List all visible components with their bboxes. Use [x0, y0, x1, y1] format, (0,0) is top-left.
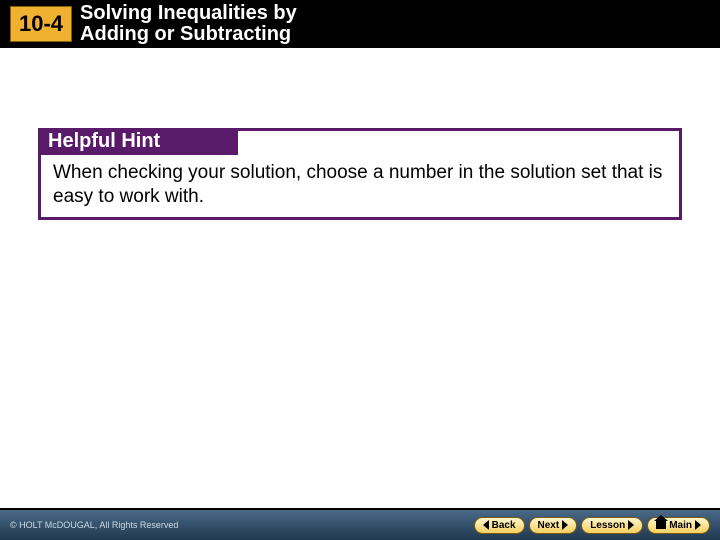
title-line-1: Solving Inequalities by	[80, 2, 297, 24]
home-icon	[656, 521, 666, 529]
footer-bar: © HOLT McDOUGAL, All Rights Reserved Bac…	[0, 508, 720, 540]
back-button-label: Back	[492, 520, 516, 531]
next-button[interactable]: Next	[529, 517, 578, 534]
lesson-button-label: Lesson	[590, 520, 625, 531]
header-bar: 10-4 Solving Inequalities by Adding or S…	[0, 0, 720, 48]
lesson-button[interactable]: Lesson	[581, 517, 643, 534]
copyright-text: © HOLT McDOUGAL, All Rights Reserved	[10, 520, 474, 530]
main-button-label: Main	[669, 520, 692, 531]
next-button-label: Next	[538, 520, 560, 531]
helpful-hint-box: Helpful Hint When checking your solution…	[38, 128, 682, 220]
content-area: Helpful Hint When checking your solution…	[0, 48, 720, 508]
next-arrow-icon	[562, 520, 568, 530]
lesson-number-badge: 10-4	[10, 6, 72, 42]
title-line-2: Adding or Subtracting	[80, 23, 291, 45]
back-arrow-icon	[483, 520, 489, 530]
back-button[interactable]: Back	[474, 517, 525, 534]
lesson-arrow-icon	[628, 520, 634, 530]
main-arrow-icon	[695, 520, 701, 530]
nav-button-group: Back Next Lesson Main	[474, 517, 710, 534]
helpful-hint-label: Helpful Hint	[38, 128, 238, 155]
lesson-title: Solving Inequalities by Adding or Subtra…	[80, 3, 297, 45]
main-button[interactable]: Main	[647, 517, 710, 534]
